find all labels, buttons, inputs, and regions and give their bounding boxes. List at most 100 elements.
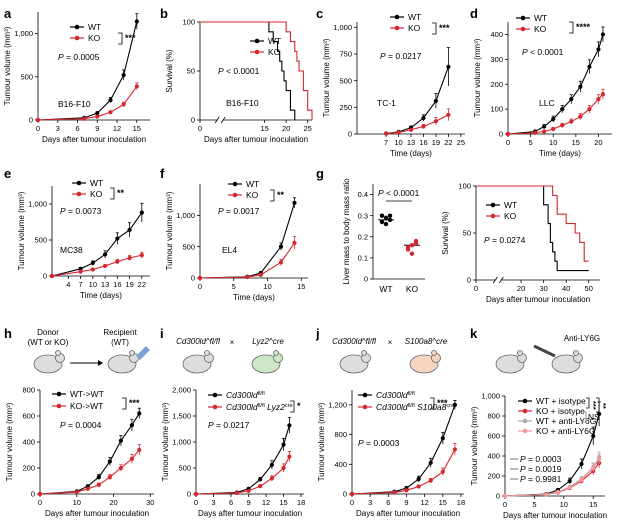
y-tick-label: 100 (182, 18, 195, 27)
data-point (108, 110, 113, 115)
significance-label: *** (129, 398, 140, 408)
chart-panel-d: 0 100 200 300 400 0 5 10 15 20 Time (days) Tumour v… (473, 13, 612, 158)
x-tick-label: 18 (457, 498, 465, 507)
data-point (121, 102, 126, 107)
x-tick-label: 5 (232, 282, 236, 291)
x-axis-label: Days after tumour inoculation (42, 135, 146, 144)
data-point (383, 221, 389, 227)
data-point (409, 251, 415, 256)
y-tick-label: 0 (467, 276, 471, 285)
data-point (107, 475, 112, 480)
data-point (392, 490, 397, 495)
panel-letter-b: b (160, 6, 168, 21)
chart-panel-g-left: 0 0.1 0.2 0.3 0.4 WT KO Liver mass to body mass… (342, 178, 425, 294)
x-tick-label: 10 (560, 500, 568, 509)
data-point (542, 124, 547, 129)
y-tick-label: 500 (20, 72, 33, 81)
significance-bracket (270, 189, 275, 202)
y-axis-label: Survival (%) (165, 49, 174, 92)
data-point (544, 492, 549, 497)
x-tick-label: 3 (211, 498, 215, 507)
p-value: P < 0.0001 (378, 188, 420, 198)
panel-letter-h: h (4, 326, 12, 341)
x-tick-label: 10 (89, 280, 97, 289)
y-axis-label: Tumour volume (mm³) (317, 402, 326, 481)
x-tick-label: 20 (517, 284, 525, 293)
x-tick-label: 0 (198, 124, 202, 133)
x-tick-label: 3 (56, 124, 60, 133)
y-tick-label: 2,000 (172, 386, 191, 395)
data-point (269, 462, 274, 467)
x-tick-label: 5 (529, 138, 533, 147)
data-point (379, 219, 385, 225)
y-tick-label: 600 (22, 412, 35, 421)
data-point (137, 411, 142, 416)
survival-curve-1 (476, 185, 589, 262)
y-tick-label: 800 (22, 386, 35, 395)
data-point (600, 32, 606, 37)
x-tick-label: 10 (73, 498, 81, 507)
data-point (269, 476, 274, 481)
data-point (446, 112, 451, 117)
data-point (446, 64, 451, 69)
y-tick-label: 250 (339, 103, 352, 112)
data-point (246, 488, 251, 493)
legend-label: WT (90, 178, 103, 188)
data-point (278, 260, 284, 265)
x-tick-label: 0 (36, 124, 40, 133)
y-axis-label: Tumour volume (mm³) (165, 191, 174, 270)
data-point (121, 72, 126, 78)
significance-bracket (586, 397, 590, 409)
x-tick-label: 9 (404, 498, 408, 507)
schematic-k: Anti-LY6G (495, 334, 600, 374)
x-tick-label: 20 (594, 138, 602, 147)
legend-label: WT + anti-LY6G (536, 416, 596, 426)
legend-marker (254, 38, 260, 44)
legend-label: WT (268, 36, 281, 46)
y-tick-label: 500 (178, 464, 191, 473)
x-tick-label: 30 (146, 498, 154, 507)
legend-marker (56, 403, 62, 409)
y-tick-label: 0.2 (358, 232, 368, 241)
data-point (281, 442, 286, 447)
anti-ly6g-label: Anti-LY6G (564, 334, 600, 343)
legend-marker (522, 428, 528, 434)
data-point (115, 236, 120, 241)
legend-marker (76, 180, 82, 186)
treated-mouse-icon (551, 350, 583, 374)
data-point (129, 423, 135, 428)
x-tick-label: 15 (133, 124, 141, 133)
y-tick-label: 400 (490, 30, 503, 39)
significance-label: ** (599, 403, 608, 409)
category-label: WT (379, 284, 392, 294)
legend-marker (522, 398, 528, 404)
data-point (115, 259, 120, 264)
y-tick-label: 400 (22, 438, 35, 447)
y-axis-label: Tumour volume (mm³) (5, 402, 14, 481)
y-tick-label: 1,000 (176, 211, 195, 220)
legend-label: KO->WT (70, 401, 103, 411)
data-point (452, 447, 458, 452)
significance-label: *** (589, 401, 598, 410)
data-point (421, 115, 426, 121)
y-tick-label: 1,000 (28, 200, 47, 209)
y-tick-label: 750 (339, 50, 352, 59)
y-tick-label: 100 (490, 105, 503, 114)
data-point (555, 489, 561, 495)
s100a8-cre-mouse-icon (409, 350, 441, 374)
data-point (551, 116, 556, 122)
p-value: P = 0.0005 (58, 52, 100, 62)
p-value: P = 0.0217 (380, 51, 422, 61)
data-point (396, 130, 401, 135)
data-point (95, 114, 100, 119)
y-tick-label: 1,500 (172, 412, 191, 421)
x-axis-label: Days after tumour inoculation (198, 509, 302, 518)
x-tick-label: 0 (474, 284, 478, 293)
x-tick-label: 15 (572, 138, 580, 147)
x-tick-label: 6 (386, 498, 390, 507)
legend-label: WT (534, 13, 547, 23)
flox-genotype-label: Cd300ld^fl/fl (332, 337, 376, 346)
data-point (258, 477, 263, 482)
p-value: P = 0.0274 (484, 235, 526, 245)
legend-label: KO (246, 190, 259, 200)
